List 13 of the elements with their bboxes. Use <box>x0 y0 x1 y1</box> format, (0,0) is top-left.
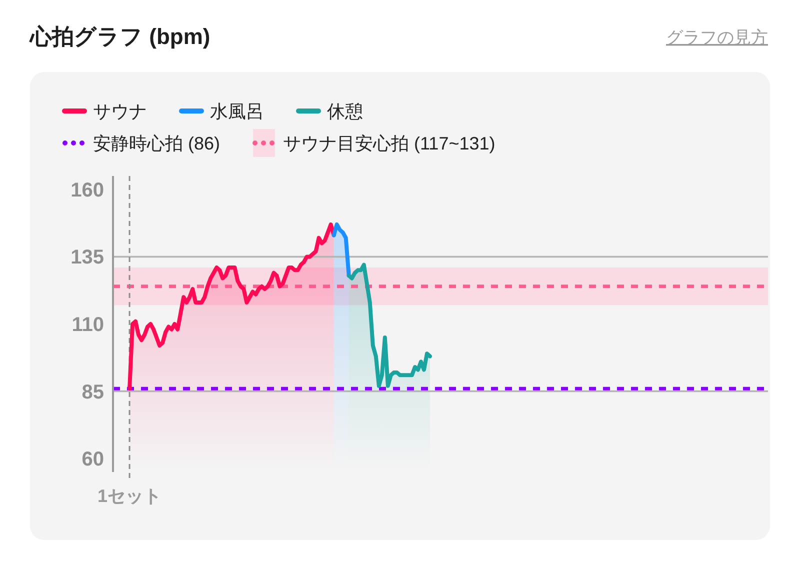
chart-title: 心拍グラフ (bpm) <box>29 24 210 49</box>
x-tick-label: 1セット <box>98 486 162 506</box>
text: グラフの見方 <box>666 28 768 47</box>
y-tick-label: 135 <box>70 246 104 269</box>
y-tick-label: 85 <box>82 381 104 404</box>
legend-label: 水風呂 <box>210 102 264 122</box>
y-tick-label: 160 <box>70 179 104 202</box>
legend-label: 安静時心拍 (86) <box>93 134 220 154</box>
legend-label: サウナ目安心拍 (117~131) <box>283 134 496 154</box>
legend-label: サウナ <box>93 102 147 122</box>
y-tick-label: 110 <box>72 314 104 336</box>
legend-label: 休憩 <box>327 102 363 122</box>
y-tick-label: 60 <box>82 448 104 471</box>
